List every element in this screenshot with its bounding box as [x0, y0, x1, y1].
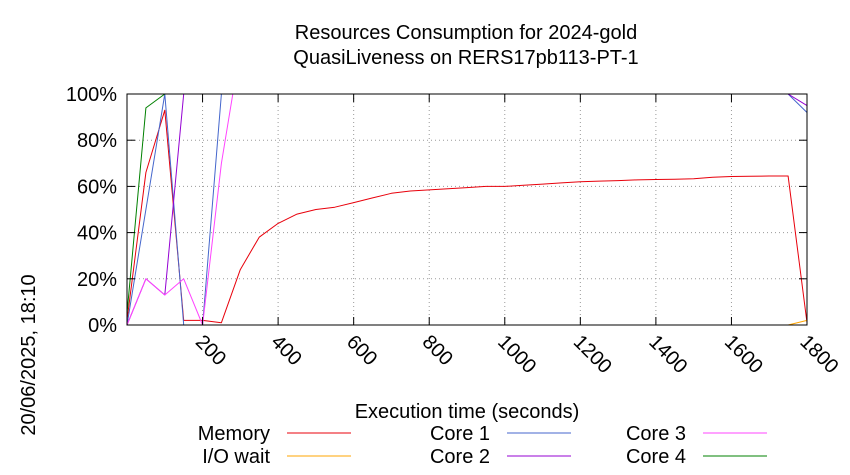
legend-label: Core 4 — [626, 446, 686, 468]
series-line-core-4 — [126, 93, 807, 314]
legend-label: Memory — [198, 423, 270, 445]
y-tick-label: 100% — [66, 84, 117, 106]
y-ticks: 0% 20% 40% 60% 80% 100% — [66, 84, 807, 337]
series-line-core-1 — [126, 93, 808, 326]
x-axis-label: Execution time (seconds) — [355, 401, 580, 423]
chart-subtitle: QuasiLiveness on RERS17pb113-PT-1 — [293, 47, 638, 69]
y-tick-label: 80% — [77, 130, 117, 152]
legend-label: Core 1 — [430, 423, 490, 445]
y-tick-label: 40% — [77, 223, 117, 245]
x-tick-label: 1800 — [795, 331, 842, 378]
x-tick-label: 400 — [267, 331, 306, 370]
x-tick-label: 800 — [418, 331, 457, 370]
x-tick-label: 600 — [342, 331, 381, 370]
date-label: 20/06/2025, 18:10 — [18, 274, 40, 435]
plot-frame — [126, 93, 808, 326]
x-tick-label: 1400 — [644, 331, 691, 378]
y-tick-label: 20% — [77, 269, 117, 291]
series-line-core-2 — [126, 93, 808, 326]
legend-label: I/O wait — [202, 446, 270, 468]
x-tick-label: 1000 — [493, 331, 540, 378]
y-tick-label: 0% — [88, 315, 117, 337]
grid — [127, 94, 807, 325]
series-line-core-3 — [126, 93, 807, 326]
y-tick-label: 60% — [77, 176, 117, 198]
x-ticks: 200 400 600 800 1000 1200 1400 1600 1800 — [191, 94, 842, 378]
series-lines — [126, 93, 808, 326]
legend-label: Core 3 — [626, 423, 686, 445]
x-tick-label: 200 — [191, 331, 230, 370]
series-line-memory — [126, 109, 808, 324]
x-tick-label: 1600 — [720, 331, 767, 378]
legend-label: Core 2 — [430, 446, 490, 468]
x-tick-label: 1200 — [569, 331, 616, 378]
series-line-i-o-wait — [127, 319, 808, 326]
chart-title: Resources Consumption for 2024-gold — [295, 22, 637, 44]
